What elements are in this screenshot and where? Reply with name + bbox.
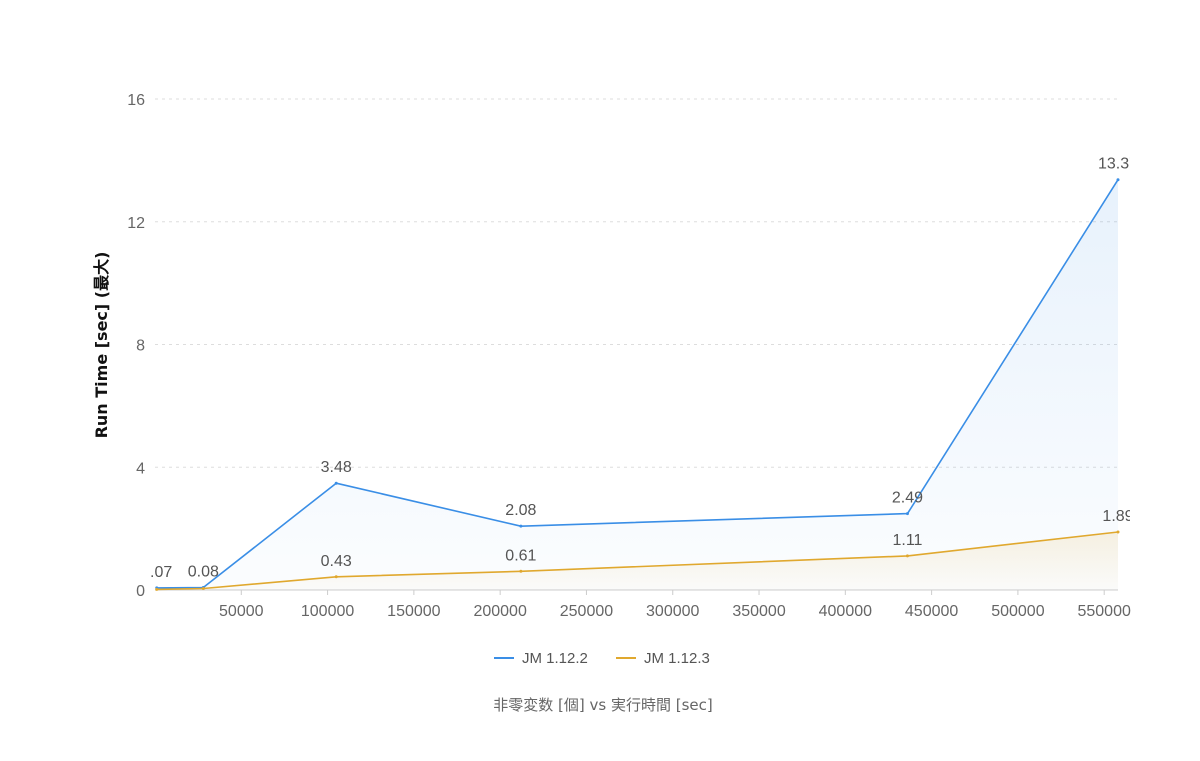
data-label-jm-1-12-2: 13.37 — [1098, 156, 1138, 173]
y-tick-label: 12 — [127, 215, 145, 232]
y-tick-label: 8 — [136, 338, 145, 355]
data-label-jm-1-12-3: 1.11 — [892, 532, 922, 549]
data-point-jm-1-12-3 — [201, 586, 205, 590]
data-point-jm-1-12-2 — [905, 512, 909, 516]
x-tick-label: 250000 — [560, 603, 613, 620]
legend-item-jm-1-12-2[interactable]: JM 1.12.2 — [494, 650, 588, 667]
x-tick-label: 50000 — [219, 603, 264, 620]
data-label-jm-1-12-2: 3.48 — [321, 459, 352, 476]
data-label-jm-1-12-3: 0.61 — [505, 547, 536, 564]
x-tick-label: 500000 — [991, 603, 1044, 620]
data-point-jm-1-12-2 — [334, 481, 338, 485]
line-jm-1-12-2 — [156, 179, 1119, 589]
data-label-jm-1-12-2: 0.08 — [188, 564, 219, 581]
legend-item-jm-1-12-3[interactable]: JM 1.12.3 — [616, 650, 710, 667]
data-label-jm-1-12-2: 0.07 — [141, 564, 172, 581]
x-tick-label: 350000 — [732, 603, 785, 620]
legend: JM 1.12.2 JM 1.12.3 — [494, 650, 710, 667]
y-tick-label: 16 — [127, 92, 145, 109]
x-axis-caption: 非零変数 [個] vs 実行時間 [sec] — [493, 696, 712, 714]
x-tick-label: 100000 — [301, 603, 354, 620]
y-axis-label: Run Time [sec] (最大) — [92, 252, 111, 439]
line-jm-1-12-3 — [156, 531, 1119, 591]
data-label-jm-1-12-3: 1.89 — [1102, 508, 1133, 525]
y-axis-ticks: 0 4 8 12 16 — [127, 92, 145, 600]
legend-label-jm-1-12-2: JM 1.12.2 — [522, 650, 588, 667]
data-label-jm-1-12-2: 2.49 — [892, 490, 923, 507]
y-tick-label: 4 — [136, 460, 145, 477]
data-point-jm-1-12-2 — [519, 524, 523, 528]
x-tick-label: 450000 — [905, 603, 958, 620]
data-point-jm-1-12-3 — [155, 587, 159, 591]
x-tick-label: 400000 — [819, 603, 872, 620]
data-point-jm-1-12-3 — [334, 575, 338, 579]
legend-label-jm-1-12-3: JM 1.12.3 — [644, 650, 710, 667]
data-point-jm-1-12-3 — [905, 554, 909, 558]
x-tick-label: 200000 — [473, 603, 526, 620]
x-tick-label: 300000 — [646, 603, 699, 620]
data-point-jm-1-12-3 — [1116, 530, 1120, 534]
area-jm-1-12-2 — [156, 179, 1118, 590]
x-tick-label: 150000 — [387, 603, 440, 620]
x-tick-label: 550000 — [1077, 603, 1130, 620]
data-label-jm-1-12-3: 0.43 — [321, 553, 352, 570]
series-lines — [155, 178, 1120, 591]
data-point-jm-1-12-3 — [519, 569, 523, 573]
series-areas — [156, 179, 1118, 590]
data-labels: 0.07 0.08 3.48 2.08 2.49 13.37 0.43 0.61 1.11 1.8… — [141, 156, 1138, 581]
data-point-jm-1-12-2 — [1116, 178, 1120, 182]
x-axis-ticks: 50000 100000 150000 200000 250000 300000 35000… — [219, 590, 1131, 620]
y-tick-label: 0 — [136, 583, 145, 600]
data-label-jm-1-12-2: 2.08 — [505, 502, 536, 519]
